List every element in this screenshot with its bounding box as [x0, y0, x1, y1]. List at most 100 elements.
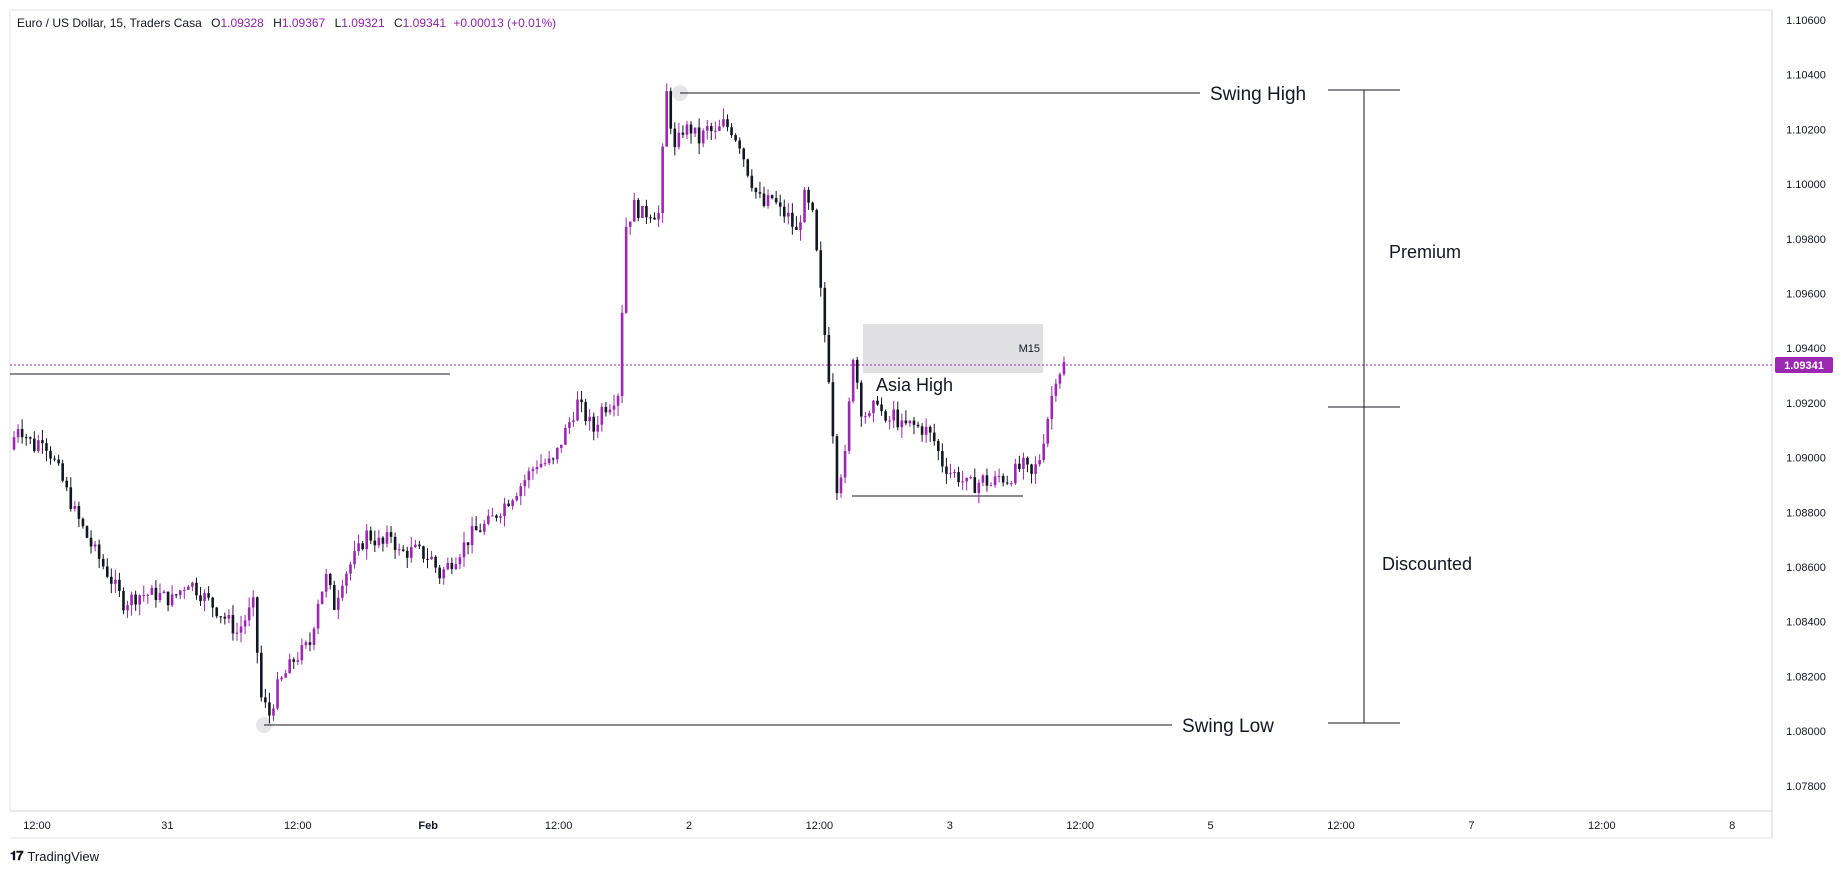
candle-body — [559, 444, 563, 448]
candle-body — [604, 406, 608, 413]
candle-body — [418, 544, 421, 547]
candle-body — [101, 558, 105, 567]
price-tick-label: 1.09000 — [1786, 453, 1826, 465]
candle-body — [1001, 476, 1005, 483]
m15-zone[interactable] — [863, 324, 1043, 373]
candle-body — [296, 660, 300, 662]
candle-body — [1026, 457, 1029, 465]
candle-body — [304, 642, 308, 646]
candle-body — [280, 677, 283, 680]
candle-body — [110, 576, 113, 584]
candle-body — [1030, 464, 1033, 474]
candle-body — [426, 558, 429, 560]
time-tick-label: 3 — [947, 820, 953, 832]
candle-body — [531, 469, 535, 472]
price-tick-label: 1.09800 — [1786, 234, 1826, 246]
candle-body — [247, 607, 251, 621]
candle-body — [823, 287, 827, 335]
candle-body — [953, 472, 956, 474]
current-price-tag[interactable]: 1.09341 — [1775, 357, 1833, 373]
brand-name: TradingView — [27, 848, 100, 864]
candle-body — [908, 420, 912, 424]
candle-body — [105, 566, 109, 577]
candle-body — [819, 250, 823, 288]
asia-high-label: Asia High — [876, 375, 953, 395]
candle-body — [539, 463, 543, 468]
time-tick-label: 2 — [686, 820, 692, 832]
price-axis[interactable]: 1.10600 1.10400 1.10200 1.10000 1.09800 1.096… — [9, 9, 1826, 838]
candle-body — [653, 217, 656, 220]
candle-body — [478, 530, 482, 532]
candle-body — [892, 409, 896, 421]
candle-body — [158, 593, 162, 601]
candle-body — [669, 91, 673, 129]
candle-body — [624, 226, 628, 313]
candle-body — [600, 406, 604, 425]
candle-body — [973, 477, 977, 493]
candle-body — [527, 471, 531, 481]
discounted-label: Discounted — [1382, 554, 1472, 574]
change-value: +0.00013 (+0.01%) — [453, 16, 557, 30]
candle-body — [835, 436, 839, 494]
candle-body — [782, 206, 786, 217]
candle-body — [466, 542, 470, 546]
candle-body — [446, 562, 450, 570]
candle-body — [85, 526, 89, 538]
candle-body — [916, 424, 920, 427]
candle-body — [73, 505, 77, 509]
candle-body — [361, 543, 364, 550]
candle-body — [864, 416, 867, 418]
candle-body — [414, 544, 417, 548]
candle-body — [154, 587, 158, 601]
candle-body — [142, 595, 146, 597]
candle-body — [754, 188, 758, 193]
candle-body — [766, 195, 770, 206]
candle-body — [349, 564, 352, 574]
candle-body — [410, 547, 413, 558]
candle-body — [251, 597, 255, 608]
candle-body — [993, 476, 997, 486]
candle-body — [328, 573, 332, 586]
candle-body — [1042, 443, 1046, 461]
candle-body — [657, 213, 660, 220]
symbol-title[interactable]: Euro / US Dollar, 15, Traders Casa — [17, 16, 202, 30]
time-tick-label: 12:00 — [23, 820, 51, 832]
candle-body — [166, 591, 170, 606]
candle-body — [928, 426, 932, 433]
candle-body — [685, 124, 689, 135]
candle-body — [689, 124, 693, 134]
candle-body — [961, 481, 964, 483]
candles-layer — [12, 83, 1066, 724]
tradingview-branding[interactable]: 𝟏𝟕 TradingView — [10, 848, 99, 864]
candle-body — [722, 119, 725, 127]
time-axis[interactable]: 12:00 31 12:00 Feb 12:00 2 12:00 3 12:00 5 12:00 7 1… — [10, 810, 1772, 839]
candle-body — [807, 189, 810, 203]
candle-body — [122, 590, 125, 611]
time-tick-label: 31 — [161, 820, 173, 832]
candle-body — [77, 505, 81, 519]
candle-body — [564, 427, 567, 445]
candle-body — [24, 437, 28, 439]
candle-body — [1022, 457, 1025, 469]
candle-body — [134, 594, 137, 605]
price-tick-label: 1.09400 — [1786, 343, 1826, 355]
candle-body — [41, 440, 44, 444]
candle-body — [199, 595, 202, 602]
candle-body — [791, 212, 794, 227]
candle-body — [170, 594, 174, 606]
candle-body — [762, 193, 766, 206]
candle-body — [405, 550, 409, 558]
candle-body — [397, 549, 401, 551]
candle-body — [470, 526, 474, 546]
candle-body — [503, 503, 506, 517]
candle-body — [632, 199, 636, 222]
candle-body — [843, 451, 847, 478]
candle-body — [316, 603, 320, 629]
price-tick-label: 1.09200 — [1786, 398, 1826, 410]
candle-body — [628, 221, 632, 227]
candle-body — [941, 451, 944, 467]
time-tick-label: 12:00 — [806, 820, 834, 832]
candle-body — [365, 530, 369, 550]
